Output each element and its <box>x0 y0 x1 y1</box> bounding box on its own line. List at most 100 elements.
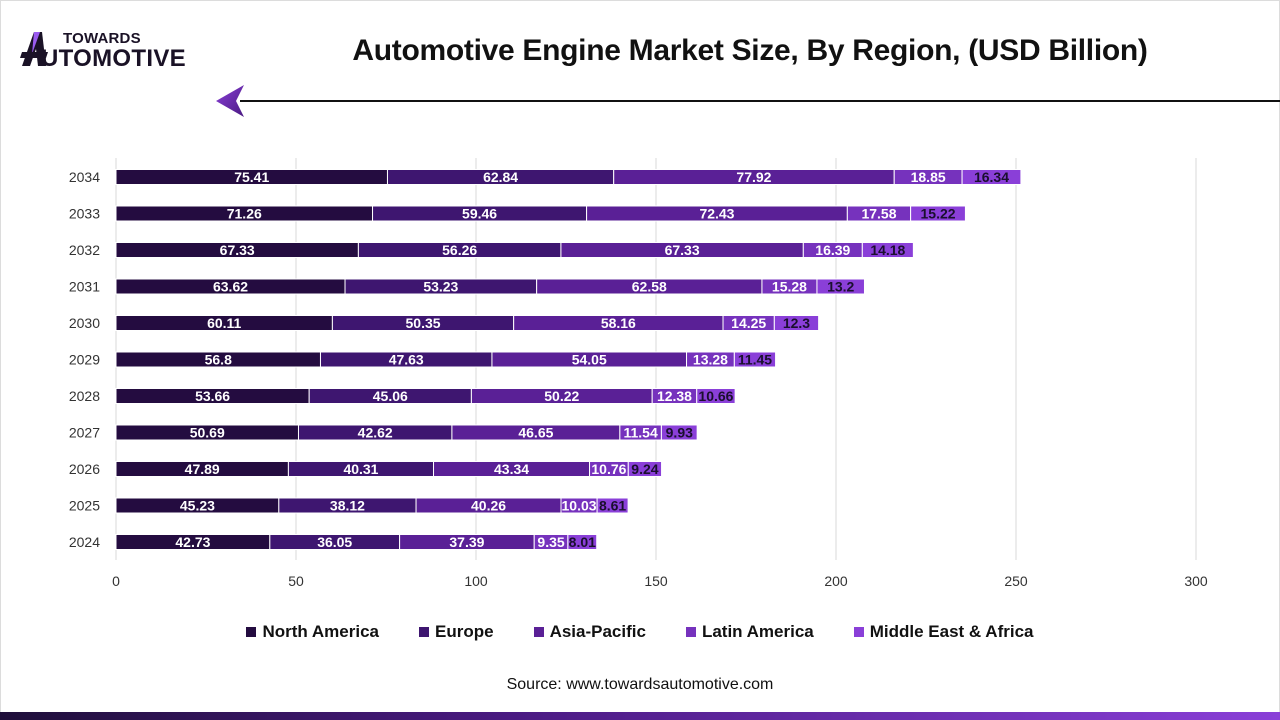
data-label: 42.73 <box>175 534 210 550</box>
legend-label: Europe <box>435 622 494 641</box>
data-label: 9.35 <box>537 534 564 550</box>
data-label: 18.85 <box>911 169 946 185</box>
data-label: 36.05 <box>317 534 352 550</box>
data-label: 38.12 <box>330 498 365 514</box>
data-label: 13.28 <box>693 352 728 368</box>
data-label: 8.01 <box>569 534 596 550</box>
brand-line2: UTOMOTIVE <box>41 45 186 72</box>
legend-swatch <box>853 627 864 637</box>
data-label: 16.34 <box>974 169 1009 185</box>
data-label: 40.31 <box>343 461 378 477</box>
chart-title: Automotive Engine Market Size, By Region… <box>352 34 1148 67</box>
chart-legend: North America Europe Asia-Pacific Latin Ame… <box>0 622 1280 642</box>
data-label: 40.26 <box>471 498 506 514</box>
data-label: 58.16 <box>601 315 636 331</box>
data-label: 10.66 <box>698 388 733 404</box>
bar-segment <box>861 242 914 258</box>
bar-segment <box>660 424 698 441</box>
data-label: 56.26 <box>442 242 477 258</box>
data-label: 12.3 <box>783 315 810 331</box>
data-label: 11.54 <box>623 425 657 441</box>
x-tick-label: 50 <box>288 573 304 589</box>
data-label: 72.43 <box>699 206 734 222</box>
arrow-left-icon <box>216 85 244 117</box>
x-tick-label: 0 <box>112 573 120 589</box>
bar-segment <box>910 205 966 222</box>
data-label: 75.41 <box>234 169 269 185</box>
header-divider <box>240 100 1280 102</box>
data-label: 62.58 <box>632 279 667 295</box>
y-tick-label: 2027 <box>69 425 100 441</box>
bar-segment <box>816 278 865 295</box>
source-note: Source: www.towardsautomotive.com <box>506 676 774 693</box>
data-label: 54.05 <box>572 352 607 368</box>
brand-logo: TOWARDS UTOMOTIVE <box>20 28 230 72</box>
x-tick-label: 250 <box>1004 573 1028 589</box>
data-label: 13.2 <box>827 279 854 295</box>
data-label: 67.33 <box>220 242 255 258</box>
legend-swatch <box>685 627 696 637</box>
data-label: 67.33 <box>665 242 700 258</box>
y-tick-label: 2031 <box>69 279 100 295</box>
data-label: 53.23 <box>423 279 458 295</box>
y-tick-label: 2024 <box>69 534 100 550</box>
legend-label: Middle East & Africa <box>869 622 1034 641</box>
x-tick-label: 300 <box>1184 573 1208 589</box>
data-label: 17.58 <box>861 206 896 222</box>
y-tick-label: 2029 <box>69 352 100 368</box>
y-tick-label: 2034 <box>69 169 100 185</box>
legend-item: North America <box>246 622 379 642</box>
data-label: 47.89 <box>185 461 220 477</box>
legend-label: Asia-Pacific <box>549 622 646 641</box>
bar-segment <box>696 388 736 404</box>
y-tick-label: 2026 <box>69 461 100 477</box>
data-label: 59.46 <box>462 206 497 222</box>
bar-segment <box>627 461 663 477</box>
y-tick-label: 2030 <box>69 315 100 331</box>
data-label: 15.28 <box>772 279 807 295</box>
data-label: 50.35 <box>406 315 441 331</box>
y-tick-label: 2033 <box>69 206 100 222</box>
data-label: 50.69 <box>190 425 225 441</box>
data-label: 14.18 <box>870 242 905 258</box>
data-label: 77.92 <box>736 169 771 185</box>
data-label: 42.62 <box>358 425 393 441</box>
legend-item: Europe <box>419 622 494 642</box>
bar-segment <box>733 351 777 368</box>
brand-line1: TOWARDS <box>63 30 141 47</box>
data-label: 12.38 <box>657 388 692 404</box>
x-tick-label: 100 <box>464 573 488 589</box>
data-label: 62.84 <box>483 169 518 185</box>
data-label: 43.34 <box>494 461 529 477</box>
x-tick-label: 200 <box>824 573 848 589</box>
x-tick-label: 150 <box>644 573 668 589</box>
data-label: 16.39 <box>815 242 850 258</box>
legend-swatch <box>419 627 429 637</box>
data-label: 47.63 <box>389 352 424 368</box>
data-label: 46.65 <box>518 425 553 441</box>
data-label: 10.76 <box>591 461 626 477</box>
data-label: 9.24 <box>631 461 658 477</box>
bar-segment <box>596 497 629 514</box>
legend-item: Asia-Pacific <box>533 622 646 642</box>
bar-segment <box>567 534 598 550</box>
data-label: 8.61 <box>599 498 626 514</box>
data-label: 53.66 <box>195 388 230 404</box>
data-label: 10.03 <box>562 498 597 514</box>
data-label: 60.11 <box>207 315 241 331</box>
data-label: 11.45 <box>738 352 772 368</box>
data-label: 15.22 <box>921 206 956 222</box>
data-label: 37.39 <box>449 534 484 550</box>
data-label: 63.62 <box>213 279 248 295</box>
data-label: 45.06 <box>373 388 408 404</box>
data-label: 71.26 <box>227 206 262 222</box>
legend-swatch <box>533 627 544 637</box>
y-tick-label: 2025 <box>69 498 100 514</box>
legend-swatch <box>246 627 257 637</box>
data-label: 50.22 <box>544 388 579 404</box>
logo-mark-icon <box>20 32 48 66</box>
bar-segment <box>773 315 820 331</box>
y-tick-label: 2032 <box>69 242 100 258</box>
legend-item: Middle East & Africa <box>853 622 1034 642</box>
y-tick-label: 2028 <box>69 388 100 404</box>
